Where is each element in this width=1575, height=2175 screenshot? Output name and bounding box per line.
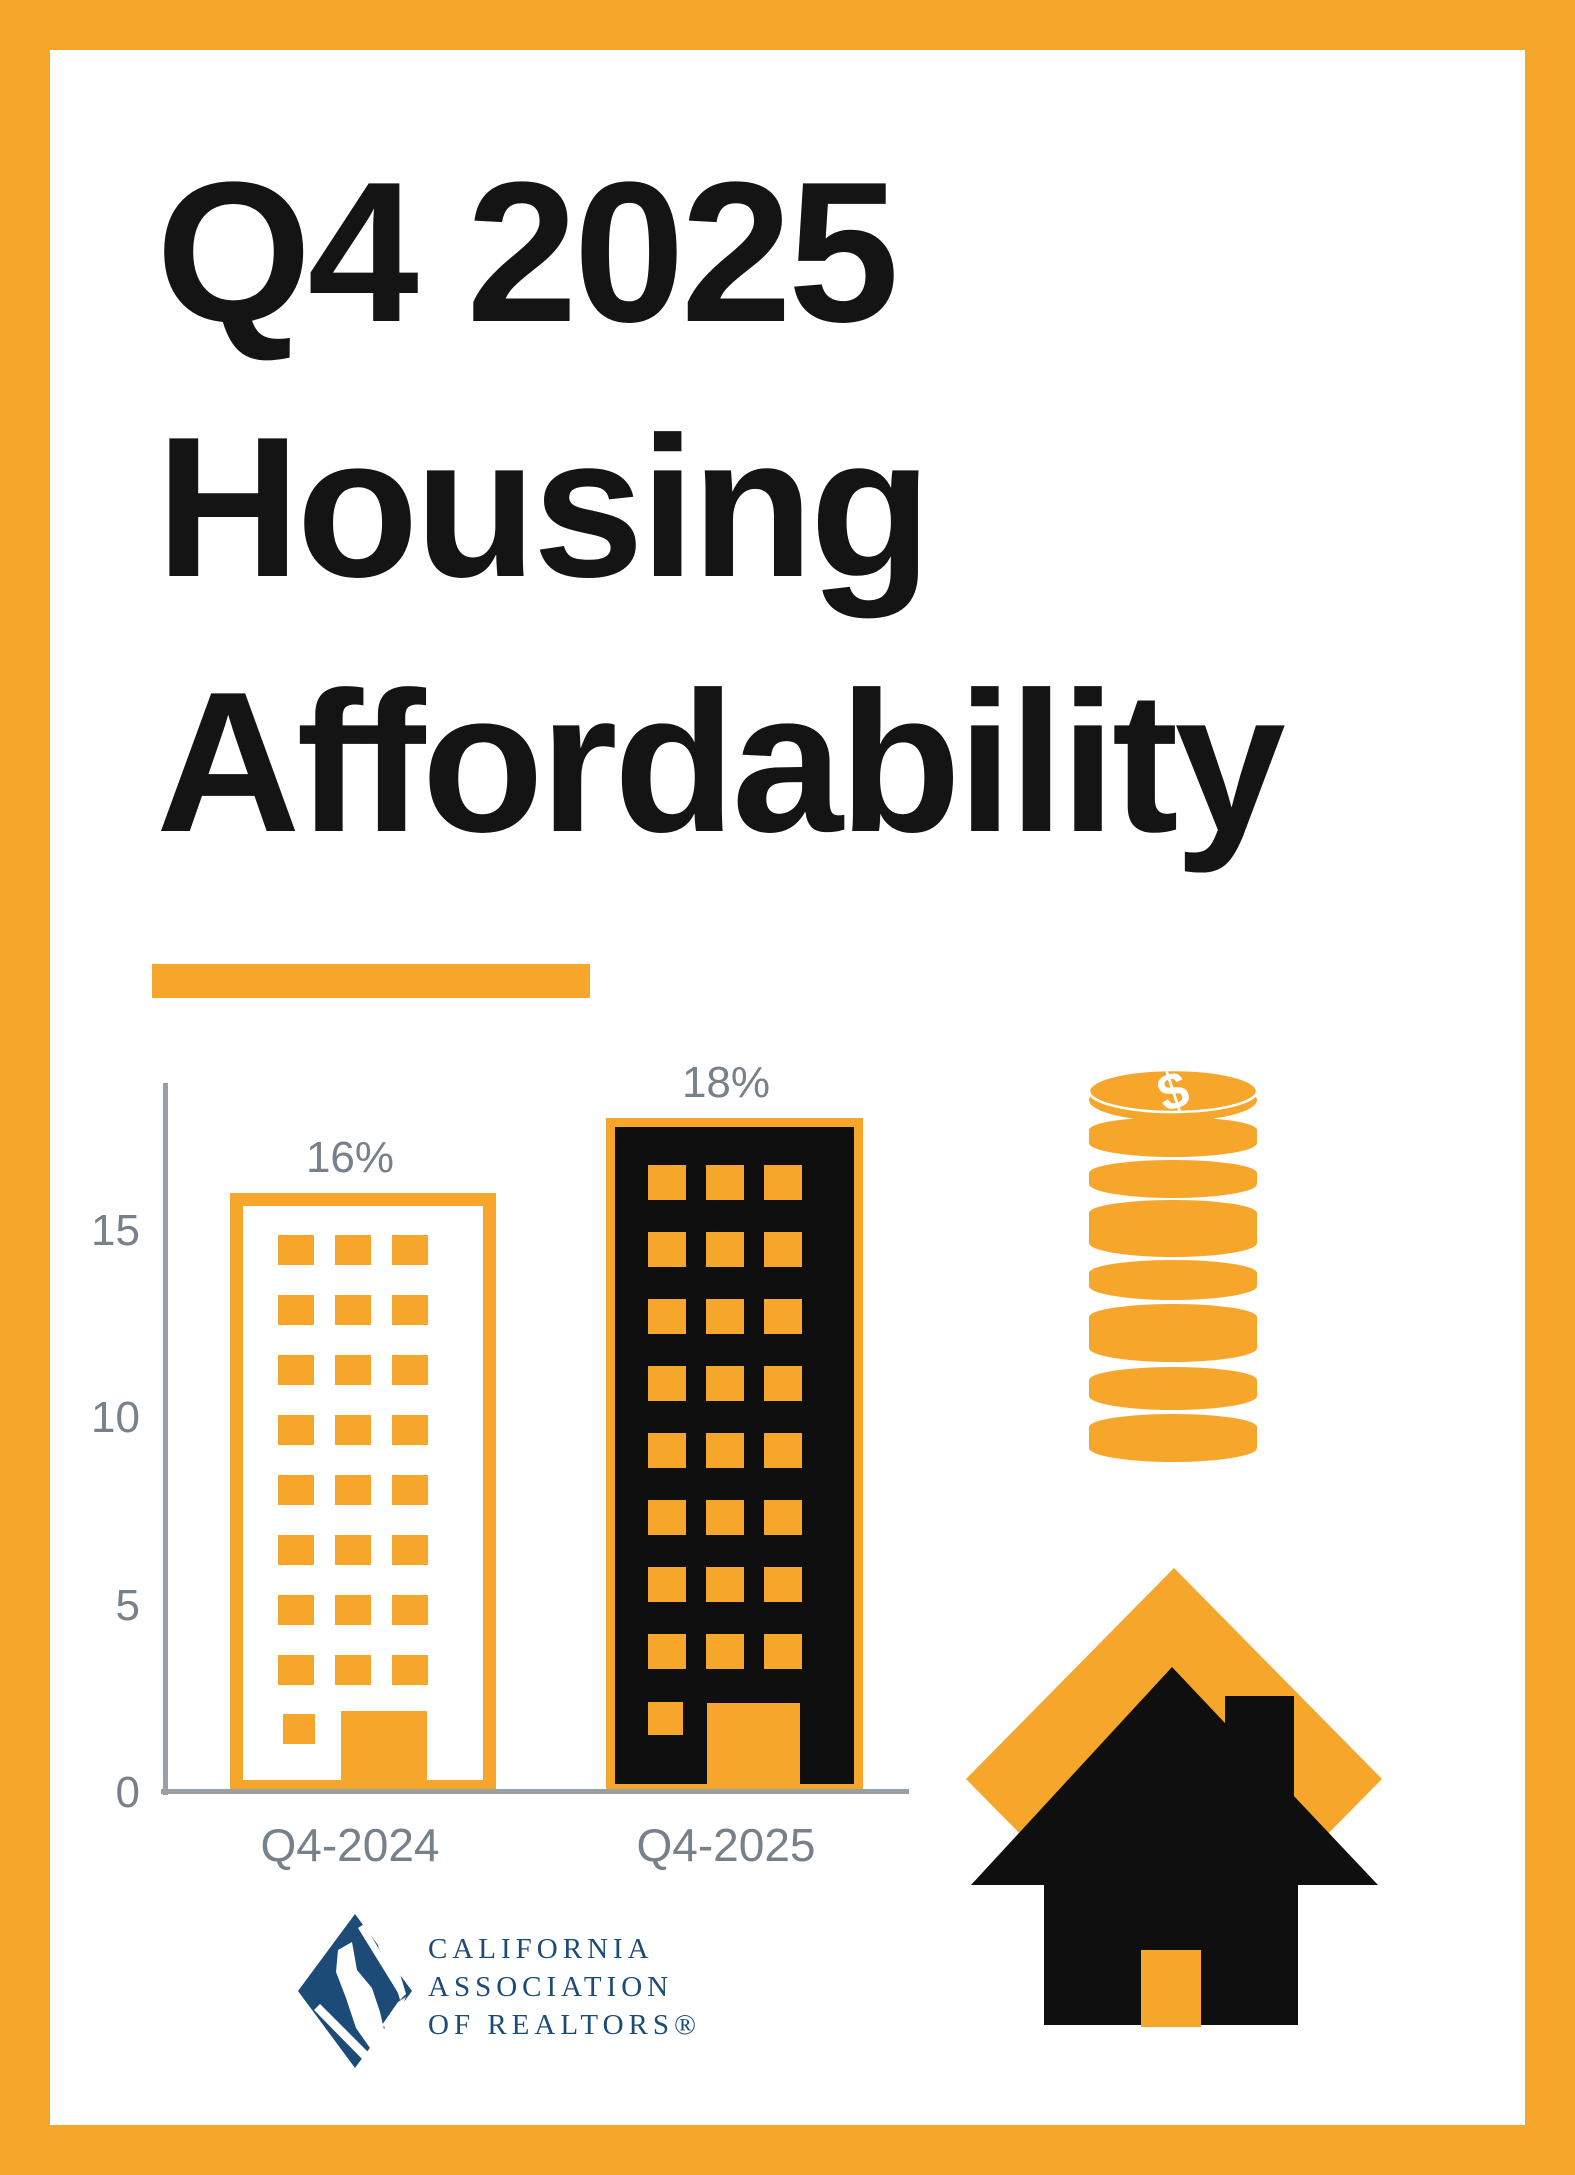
building-bottom-window — [283, 1714, 315, 1744]
car-logo-diamond-mark — [298, 1914, 412, 2068]
california-association-of-realtors-logo: CALIFORNIA ASSOCIATION OF REALTORS® — [296, 1912, 701, 2070]
page-title: Q4 2025 Housing Affordability — [156, 125, 1286, 890]
building-windows-grid — [648, 1165, 802, 1669]
title-line-2: Housing — [156, 396, 932, 619]
chart-x-axis-line — [161, 1789, 909, 1794]
x-category-label-q4-2025: Q4-2025 — [636, 1819, 816, 1871]
building-door — [707, 1703, 800, 1793]
car-logo-text: CALIFORNIA ASSOCIATION OF REALTORS® — [428, 1912, 701, 2070]
coin-stack-icon: $ — [1087, 1066, 1259, 1462]
logo-text-line-2: ASSOCIATION — [428, 1971, 674, 2003]
house-icon — [966, 1568, 1382, 2027]
house-door — [1141, 1950, 1201, 2027]
building-bottom-window — [648, 1702, 683, 1735]
chart-y-axis-line — [163, 1083, 168, 1795]
y-tick-15: 15 — [91, 1206, 140, 1255]
building-windows-grid — [278, 1235, 428, 1685]
bar-q4-2024-building — [230, 1193, 496, 1793]
house-roof — [971, 1667, 1378, 1885]
bar-q4-2025-building — [606, 1118, 863, 1793]
building-door — [341, 1711, 427, 1793]
logo-text-line-3: OF REALTORS® — [428, 2009, 702, 2041]
logo-text-line-1: CALIFORNIA — [428, 1933, 654, 1965]
title-underline-accent — [152, 964, 590, 998]
bar-value-label-q4-2025: 18% — [681, 1058, 771, 1107]
title-line-1: Q4 2025 — [156, 141, 899, 364]
bar-value-label-q4-2024: 16% — [305, 1133, 395, 1182]
x-category-label-q4-2024: Q4-2024 — [260, 1819, 440, 1871]
title-line-3: Affordability — [156, 651, 1286, 874]
y-tick-0: 0 — [115, 1768, 140, 1817]
y-tick-5: 5 — [115, 1581, 140, 1630]
y-tick-10: 10 — [91, 1393, 140, 1442]
